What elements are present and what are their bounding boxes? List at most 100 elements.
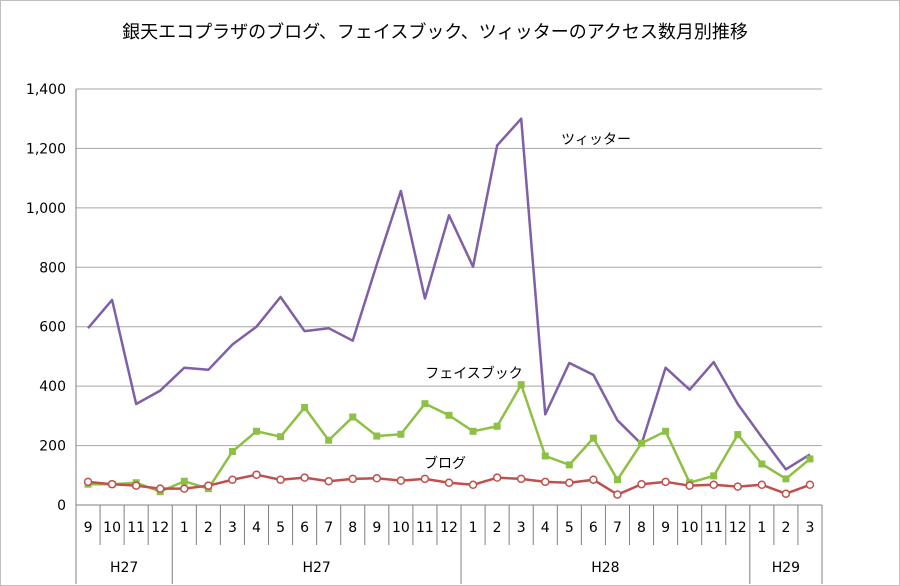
data-point [252, 470, 261, 479]
data-point [662, 427, 670, 435]
data-point [252, 427, 260, 435]
data-point [589, 434, 597, 442]
data-point [397, 430, 405, 438]
data-point [469, 427, 477, 435]
data-point [661, 477, 670, 487]
x-tick-label: 8 [348, 520, 357, 536]
x-group-label: H29 [772, 560, 800, 576]
x-tick-label: 6 [300, 520, 309, 536]
x-tick-label: 1 [180, 520, 189, 536]
x-tick-label: 2 [493, 520, 502, 536]
data-point [613, 490, 622, 499]
y-tick-label: 800 [39, 260, 66, 276]
data-point [613, 476, 621, 484]
data-point [180, 484, 189, 493]
x-tick-label: 4 [541, 520, 550, 536]
x-tick-label: 9 [84, 520, 93, 536]
x-group-label: H28 [591, 560, 619, 576]
data-point [709, 480, 718, 490]
data-point [516, 474, 526, 484]
x-tick-label: 11 [127, 520, 145, 536]
data-point [541, 477, 550, 487]
data-point [348, 474, 357, 484]
x-group-label: H27 [302, 560, 330, 576]
x-tick-label: 4 [252, 520, 261, 536]
data-point [565, 461, 573, 469]
data-point [324, 476, 333, 486]
data-point [781, 489, 791, 498]
y-tick-label: 600 [39, 320, 66, 336]
data-point [685, 481, 694, 490]
y-tick-label: 400 [39, 379, 66, 395]
x-tick-label: 5 [565, 520, 574, 536]
data-point [638, 439, 646, 447]
data-point [445, 411, 453, 419]
data-point [806, 455, 814, 463]
series-label: フェイスブック [425, 365, 523, 382]
data-point [373, 432, 381, 440]
x-tick-label: 6 [589, 520, 598, 536]
x-group-label: H27 [110, 560, 138, 576]
data-point [349, 413, 357, 421]
x-tick-label: 11 [705, 520, 723, 536]
y-tick-label: 1,200 [26, 141, 66, 157]
x-tick-label: 12 [151, 520, 169, 536]
data-point [107, 479, 117, 489]
data-point [325, 436, 333, 444]
x-tick-label: 2 [204, 520, 213, 536]
y-tick-label: 200 [39, 439, 66, 455]
y-tick-label: 0 [57, 498, 66, 514]
data-point [710, 472, 718, 480]
y-axis-ticks: 0 200 400 600 800 1,000 1,200 1,400 [26, 82, 66, 514]
x-tick-label: 10 [392, 520, 410, 536]
x-tick-label: 8 [637, 520, 646, 536]
data-point [228, 448, 236, 456]
y-tick-label: 1,000 [26, 201, 66, 217]
y-tick-label: 1,400 [26, 82, 66, 98]
data-point [589, 475, 598, 484]
data-point [565, 478, 574, 487]
x-tick-label: 5 [276, 520, 285, 536]
x-axis: 9 10 11 12 1 2 3 4 5 6 7 8 9 10 11 12 1 2 3 4 5 6 7 8 9 10 11 12 1 2 3… [75, 89, 823, 584]
x-tick-label: 3 [517, 520, 526, 536]
data-point [782, 475, 790, 483]
data-point [493, 422, 501, 430]
gridlines [76, 88, 822, 447]
x-tick-label: 7 [324, 520, 333, 536]
series-label: ブログ [424, 455, 466, 472]
data-point [155, 484, 165, 493]
x-tick-label: 1 [469, 520, 478, 536]
data-point [83, 477, 93, 487]
x-tick-label: 9 [661, 520, 670, 536]
data-point [444, 478, 454, 487]
data-point [805, 480, 815, 490]
data-point [734, 431, 742, 439]
x-tick-label: 9 [372, 520, 381, 536]
data-point [492, 473, 502, 482]
series-lines [83, 117, 815, 499]
data-point [204, 481, 213, 490]
data-point [468, 480, 478, 490]
data-point [637, 479, 646, 489]
data-point [300, 473, 309, 482]
data-point [396, 476, 406, 485]
series-line [88, 383, 811, 493]
series-label: ツィッター [561, 132, 631, 148]
data-point [541, 452, 549, 460]
data-point [757, 480, 767, 490]
x-tick-label: 11 [416, 520, 434, 536]
x-tick-label: 3 [806, 520, 815, 536]
data-point [733, 482, 743, 491]
x-tick-label: 10 [103, 520, 121, 536]
data-point [421, 400, 429, 408]
x-tick-label: 1 [757, 520, 766, 536]
x-tick-label: 2 [781, 520, 790, 536]
data-point [301, 404, 309, 412]
data-point [372, 474, 382, 483]
data-point [131, 481, 141, 490]
data-point [420, 474, 430, 484]
data-point [517, 381, 525, 389]
data-point [180, 477, 188, 485]
